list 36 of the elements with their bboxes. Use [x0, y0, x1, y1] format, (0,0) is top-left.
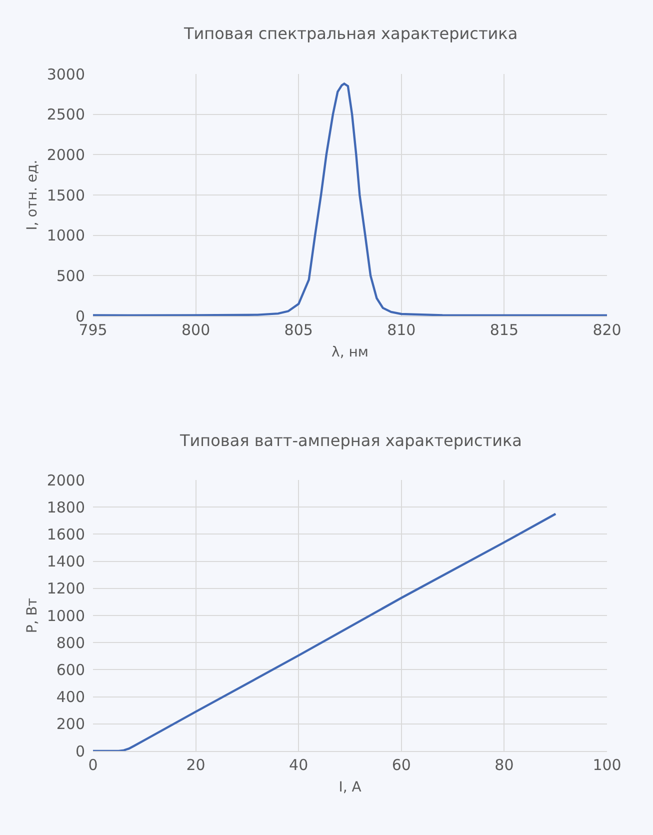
x-tick-label: 800: [181, 321, 210, 339]
x-tick-label: 20: [186, 756, 206, 774]
x-tick-label: 40: [289, 756, 308, 774]
x-tick-label: 815: [490, 321, 519, 339]
y-tick-label: 3000: [46, 65, 85, 84]
y-tick-label: 0: [75, 742, 85, 760]
x-tick-label: 100: [592, 756, 622, 774]
y-tick-label: 1800: [46, 498, 85, 516]
chart-title: Типовая ватт-амперная характеристика: [179, 431, 522, 450]
y-tick-label: 1200: [46, 580, 85, 598]
x-tick-label: 80: [494, 756, 514, 774]
x-axis-title: I, А: [338, 779, 362, 796]
x-tick-label: 0: [88, 756, 98, 774]
y-tick-label: 2000: [46, 146, 85, 164]
y-tick-label: 1600: [46, 525, 85, 544]
line-series: [93, 82, 607, 316]
x-tick-label: 60: [392, 756, 411, 774]
y-tick-label: 200: [56, 715, 85, 734]
x-tick-label: 810: [387, 321, 416, 339]
x-axis-title: λ, нм: [332, 344, 368, 360]
y-tick-label: 500: [56, 266, 85, 285]
y-tick-label: 2500: [46, 106, 85, 124]
y-tick-label: 400: [56, 688, 85, 706]
y-tick-label: 2000: [46, 471, 85, 490]
y-tick-label: 1000: [46, 606, 85, 625]
y-axis-title: P, Вт: [24, 598, 40, 634]
y-tick-label: 1400: [46, 552, 85, 571]
line-series: [93, 512, 557, 751]
y-tick-label: 1500: [46, 186, 85, 204]
chart-title: Типовая спектральная характеристика: [183, 24, 518, 43]
x-tick-label: 805: [284, 321, 313, 339]
y-tick-label: 1000: [46, 226, 85, 245]
y-axis-title: I, отн. ед.: [24, 160, 40, 230]
y-tick-label: 600: [56, 660, 85, 679]
x-tick-label: 820: [592, 321, 622, 339]
y-tick-label: 800: [56, 634, 85, 652]
